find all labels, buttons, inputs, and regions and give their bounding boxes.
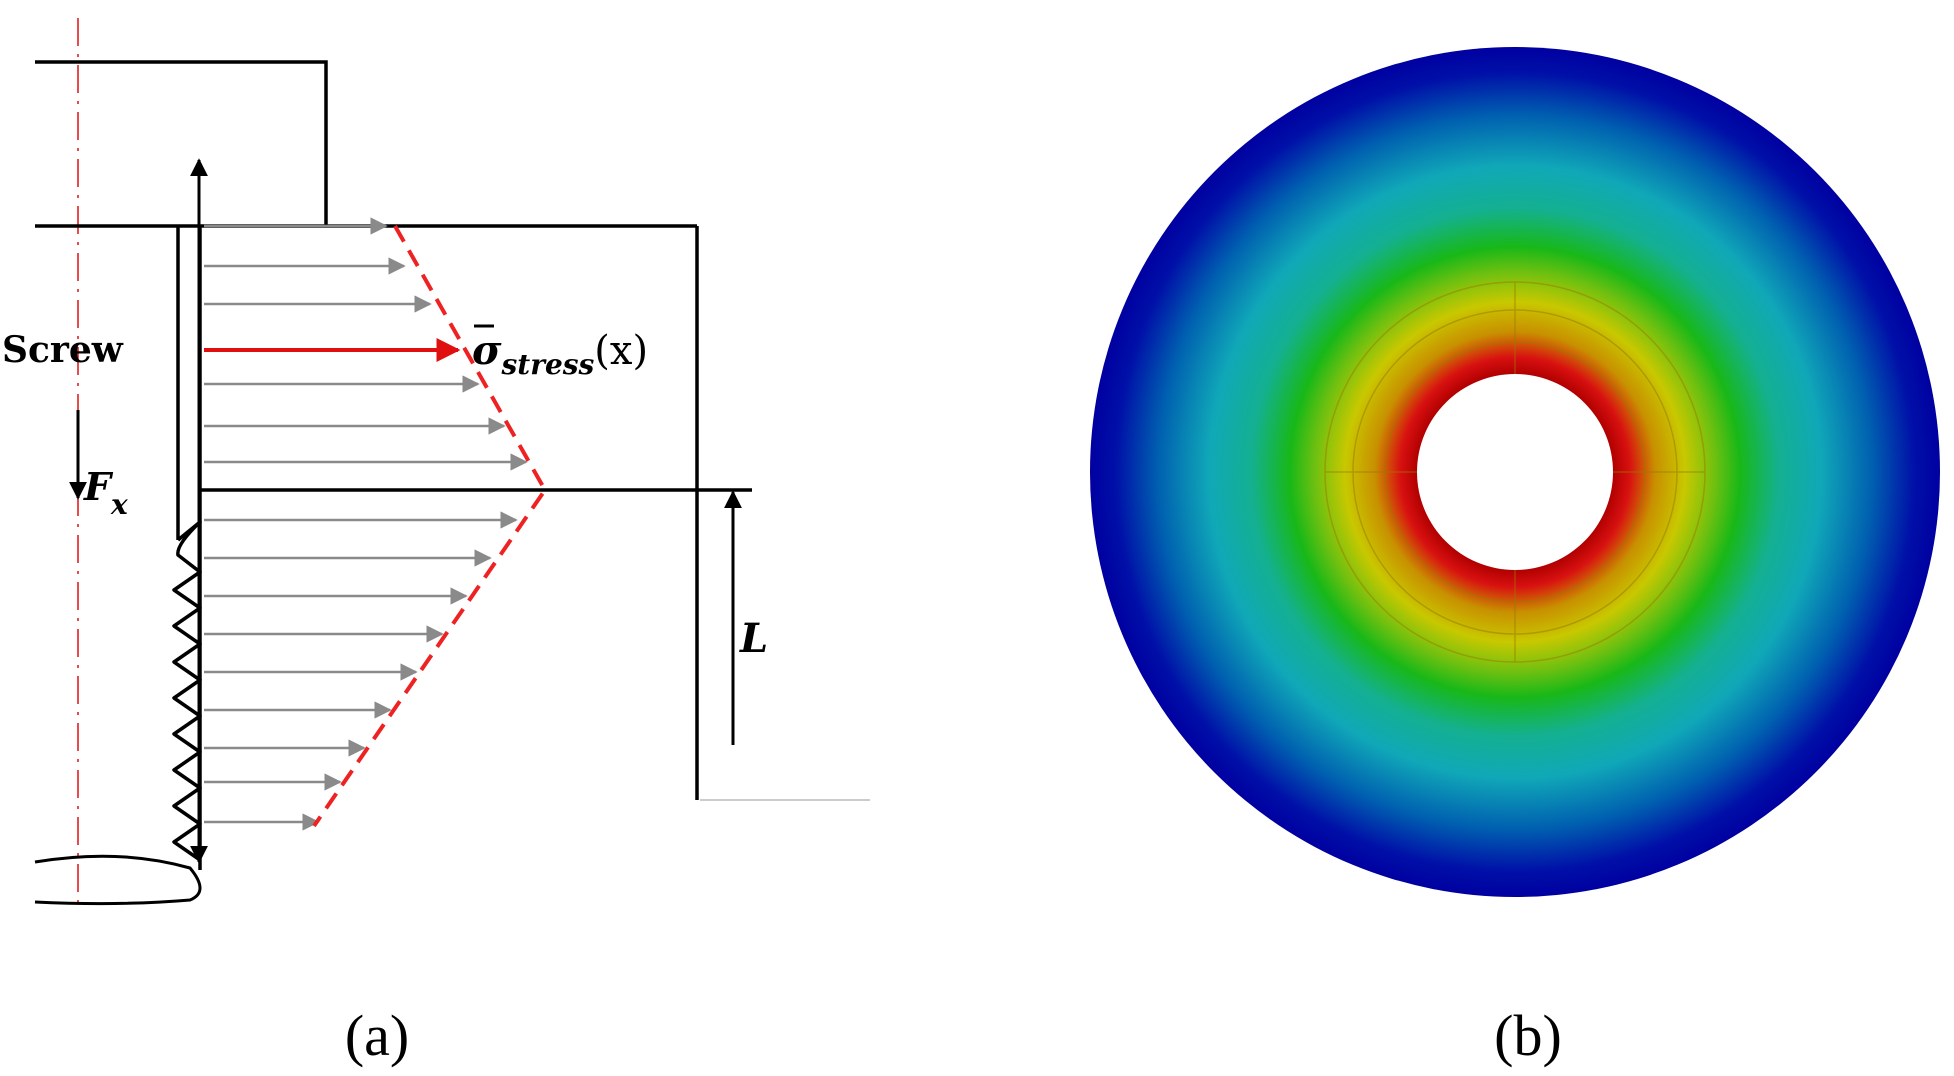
stress-profile (312, 225, 548, 828)
stress-label: σstress(x) (472, 327, 648, 381)
stress-symbol: σ (472, 327, 502, 374)
screw-tip-ellipse (34, 854, 202, 906)
stress-arrows-lower (204, 511, 518, 831)
force-symbol: F (83, 464, 114, 509)
center-hole (1417, 374, 1613, 570)
stress-subscript: stress (501, 348, 595, 381)
screw-threads (172, 520, 202, 862)
screw-label: Screw (2, 329, 124, 371)
force-label: Fx (83, 464, 128, 521)
caption-a: (a) (345, 1003, 409, 1068)
force-subscript: x (110, 488, 128, 521)
caption-b: (b) (1494, 1003, 1562, 1068)
length-label: L (739, 615, 768, 662)
stress-arrows-upper (204, 217, 528, 471)
contour-seams (1324, 281, 1706, 663)
panel-a: Screw Fx σstress(x) L (a) (2, 18, 870, 1068)
screw-head-outline (35, 60, 328, 226)
stress-argument: (x) (594, 328, 648, 374)
panel-b: (b) (1090, 47, 1940, 1068)
